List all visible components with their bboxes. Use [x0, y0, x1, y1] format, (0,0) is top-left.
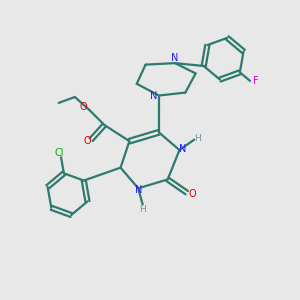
- Text: H: H: [194, 134, 201, 143]
- Text: N: N: [179, 143, 187, 154]
- Text: O: O: [84, 136, 92, 146]
- Text: N: N: [134, 185, 142, 195]
- Text: Cl: Cl: [55, 148, 64, 158]
- Text: O: O: [188, 189, 196, 199]
- Text: N: N: [150, 91, 157, 100]
- Text: H: H: [139, 205, 146, 214]
- Text: O: O: [80, 102, 88, 112]
- Text: N: N: [171, 53, 179, 63]
- Text: F: F: [253, 76, 259, 86]
